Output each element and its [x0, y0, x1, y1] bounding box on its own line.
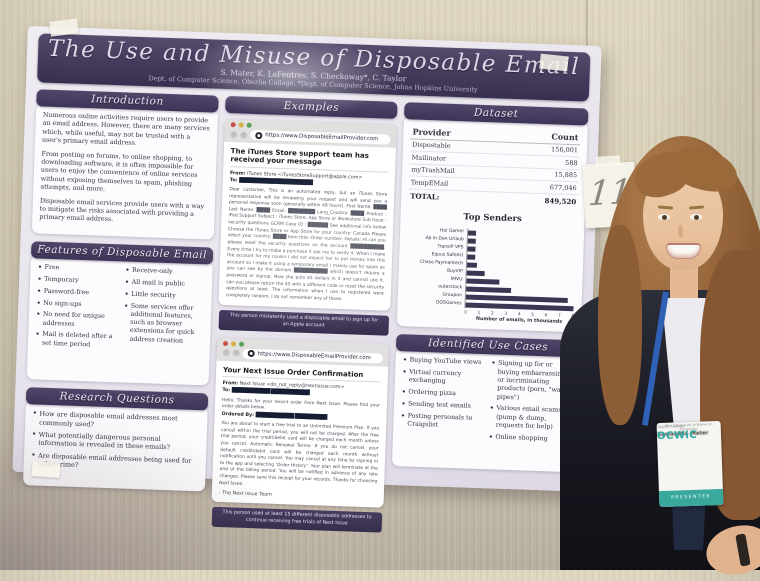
chart-bar	[466, 278, 500, 285]
feature-item: Mail is deleted after a set time period	[35, 331, 116, 350]
nose	[678, 225, 683, 238]
chart-bar	[466, 286, 512, 293]
tape	[31, 461, 61, 478]
email-page: Your Next Issue Order Confirmation From:…	[211, 360, 389, 508]
email-page: The iTunes Store support team has receiv…	[218, 142, 396, 312]
intro-paragraph: Numerous online activities require users…	[41, 111, 210, 147]
maximize-icon	[246, 122, 252, 129]
address-bar: https://www.DisposableEmailProvider.com	[242, 348, 383, 364]
redaction-bar: ███████████████████████	[239, 178, 313, 186]
section-features: Features of Disposable Email Free Tempor…	[26, 241, 214, 386]
feature-item: Little security	[124, 290, 205, 301]
poster-middle-column: Examples ‹ › https://www.DisposableEmail…	[210, 96, 398, 540]
minimize-icon	[238, 122, 244, 128]
dataset-table: Provider Count Dispostable 156,001 Maili…	[408, 125, 581, 208]
forward-icon: ›	[240, 131, 248, 139]
back-icon: ‹	[230, 130, 238, 139]
chart-bar	[466, 270, 485, 277]
chart-title: Top Senders	[463, 212, 522, 225]
research-poster: The Use and Misuse of Disposable Email S…	[12, 26, 602, 533]
chart-bar	[467, 230, 477, 236]
use-case-item: Various email scams (pump & dump, reques…	[489, 405, 571, 433]
badge-tagline: Ohio Celebration of Women in Computing	[664, 422, 713, 432]
intro-paragraph: Disposable email services provide users …	[39, 197, 205, 224]
eye	[690, 214, 702, 220]
email-body: Dear customer, This is an automated repl…	[225, 187, 388, 302]
section-introduction: Introduction Numerous online activities …	[31, 89, 219, 240]
url-text: https://www.DisposableEmailProvider.com	[265, 132, 379, 143]
feature-item: Temporary	[37, 275, 118, 286]
site-logo-icon	[255, 131, 263, 139]
poster-right-column: Dataset Provider Count Dispostable	[389, 102, 589, 547]
use-case-item: Buying YouTube views	[402, 357, 484, 368]
chart-bar	[467, 246, 476, 252]
chart-bar	[466, 262, 477, 268]
section-use-cases: Identified Use Cases Buying YouTube view…	[391, 334, 581, 473]
research-question: How are disposable email addresses most …	[32, 410, 200, 433]
conference-badge: Samantha Mater Oberlin College OCWiC Ohi…	[656, 420, 724, 508]
feature-item: Receive-only	[125, 267, 206, 278]
maximize-icon	[238, 341, 245, 347]
use-case-item: Virtual currency exchanging	[402, 368, 484, 387]
intro-paragraph: From posting on forums, to online shoppi…	[40, 150, 198, 193]
close-icon	[222, 340, 229, 346]
redaction-bar: ████████████ ██████████	[255, 413, 327, 421]
url-text: https://www.DisposableEmailProvider.com	[257, 350, 371, 361]
minimize-icon	[230, 341, 237, 347]
presenter-person: Samantha Mater Oberlin College OCWiC Ohi…	[560, 130, 760, 581]
tape	[539, 53, 569, 72]
feature-item: No need for unique addresses	[35, 311, 116, 330]
research-question: What potentially dangerous personal info…	[31, 430, 199, 453]
email-signature: - The Next Issue Team	[218, 491, 272, 498]
chart-bar	[467, 238, 477, 244]
hair	[598, 225, 642, 425]
redaction-bar: ████████████ ████████████	[231, 388, 310, 397]
use-case-item: Sending test emails	[401, 400, 483, 411]
feature-item: All mail is public	[124, 279, 205, 290]
use-case-item: Ordering pizza	[401, 388, 483, 399]
feature-item: Some services offer additional features,…	[122, 302, 204, 346]
address-bar: https://www.DisposableEmailProvider.com	[250, 129, 391, 145]
section-heading: Examples	[225, 96, 398, 120]
feature-item: No sign-ups	[36, 299, 117, 310]
back-icon: ‹	[222, 349, 230, 357]
email-body: You are about to start a free trial to a…	[219, 421, 380, 487]
use-case-item: Posting personals to Craigslist	[400, 412, 482, 431]
browser-window-nextissue-email: ‹ › https://www.DisposableEmailProvider.…	[211, 337, 390, 508]
site-logo-icon	[247, 350, 255, 358]
use-case-item: Online shopping	[488, 433, 570, 444]
smiling-mouth	[666, 243, 701, 259]
example-caption: This person used at least 15 different d…	[211, 506, 383, 533]
example-caption: This person mistakenly used a disposable…	[218, 310, 390, 336]
eye	[658, 214, 670, 220]
browser-window-itunes-email: ‹ › https://www.DisposableEmailProvider.…	[218, 119, 397, 312]
iris	[693, 214, 699, 220]
feature-item: Password-free	[37, 287, 118, 298]
chart-bar	[467, 254, 476, 260]
feature-item: Free	[37, 264, 118, 275]
forward-icon: ›	[232, 349, 240, 357]
close-icon	[230, 122, 236, 128]
top-senders-chart: Hol Gamer Ab In Den Urlaub TransIP VPS	[404, 227, 578, 327]
email-subject: The iTunes Store support team has receiv…	[230, 147, 389, 173]
iris	[661, 214, 667, 220]
badge-role-strip: PRESENTER	[658, 488, 724, 508]
